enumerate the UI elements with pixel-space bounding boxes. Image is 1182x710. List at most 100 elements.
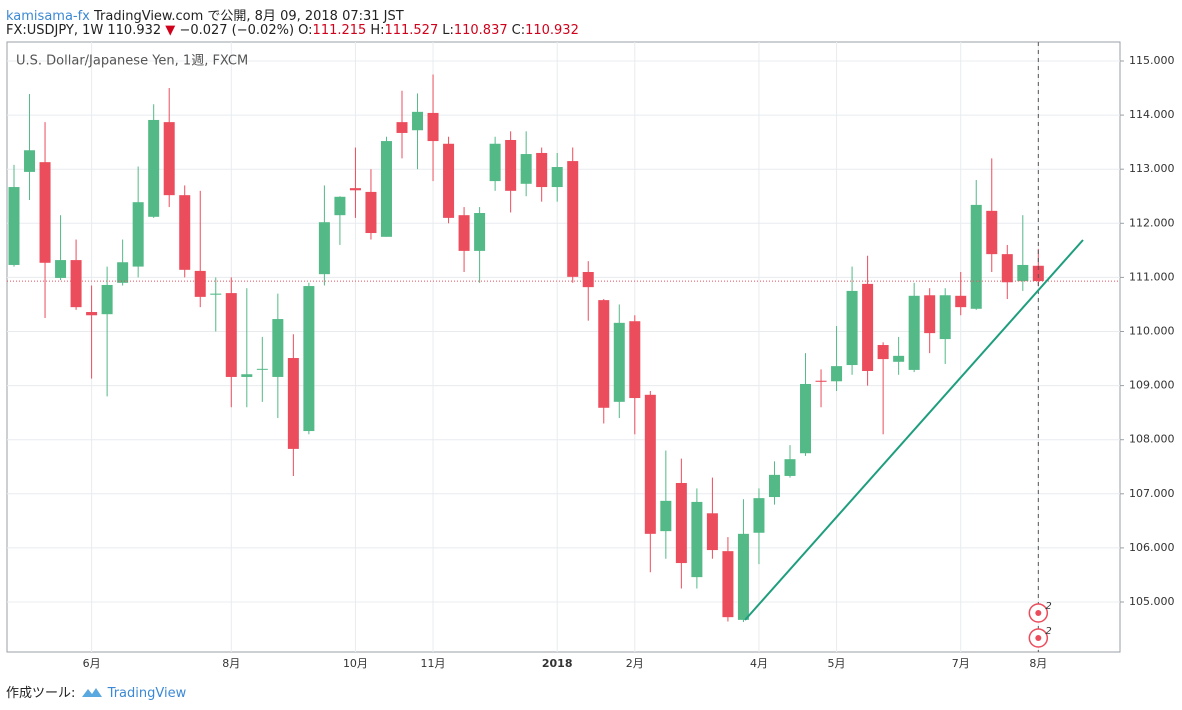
y-tick-label: 113.000 [1129,162,1175,175]
ohlc-value: 110.837 [453,23,508,38]
candle-body [877,345,889,360]
candle-body [443,143,455,218]
candle-body [846,290,858,366]
candle-body [753,498,765,533]
x-tick-label: 10月 [343,657,368,670]
trend-line[interactable] [744,239,1084,621]
event-dot [1035,610,1042,616]
y-tick-label: 106.000 [1129,541,1175,554]
ohlc-value: 110.932 [525,23,579,38]
candle-body [660,500,672,532]
candle-body [272,319,284,377]
candle-body [691,501,703,578]
candle-body [210,293,222,295]
plot-frame [6,41,1121,653]
x-tick-label: 8月 [1029,657,1047,670]
chart-title: U.S. Dollar/Japanese Yen, 1週, FXCM [16,54,248,69]
candle-body [536,152,548,188]
candle-body [582,271,594,288]
candle-body [598,300,610,408]
arrow: ▼ [165,23,176,38]
header-line: kamisama-fx TradingView.com で公開, 8月 09, … [6,5,404,24]
author[interactable]: kamisama-fx [6,9,90,24]
candle-body [70,260,82,308]
logo [81,688,102,697]
event-count: 2 [1045,601,1051,612]
candle-body [862,283,874,371]
candle-body [737,533,749,620]
brand[interactable]: TradingView [107,686,187,701]
candle-body [303,286,315,432]
x-tick-label: 6月 [83,657,101,670]
y-tick-label: 105.000 [1129,595,1175,608]
y-tick-label: 111.000 [1129,270,1175,283]
candle-body [163,122,175,196]
candle-body [893,355,905,362]
candle-body [101,284,113,315]
chart: 105.000 106.000 107.000 108.000 109.000 110.0… [6,41,1175,670]
footer-label: 作成ツール: [6,686,76,701]
candle-body [567,161,579,277]
ohlc-label: C: [511,23,526,38]
ohlc-label: L: [442,23,454,38]
candle-body [179,195,191,270]
candle-body [815,380,827,382]
y-tick-label: 115.000 [1129,54,1175,67]
candle-body [225,293,237,377]
ohlc-label: O: [298,23,313,38]
x-tick-label: 11月 [421,657,446,670]
footer: 作成ツール: TradingView [6,682,186,701]
candle-body [396,122,408,133]
candle-body [768,474,780,498]
candle-body [831,366,843,382]
candle-body [39,162,51,263]
candle-body [365,191,377,234]
candle-body [117,262,129,283]
x-tick-label: 8月 [222,657,240,670]
published: TradingView.com で公開, 8月 09, 2018 07:31 J… [94,9,404,24]
candle-body [489,143,501,182]
x-tick-label: 2018 [542,657,573,670]
candle-body [1001,254,1013,283]
y-tick-label: 114.000 [1129,108,1175,121]
candle-body [924,295,936,334]
x-tick-label: 4月 [750,657,768,670]
candle-body [1017,264,1029,282]
candle-body [955,295,967,308]
x-tick-label: 7月 [952,657,970,670]
candle-body [458,215,470,251]
candle-body [24,150,36,172]
x-tick-label: 5月 [828,657,846,670]
candle-body [675,482,687,564]
ohlc: O:111.215 H:111.527 L:110.837 C:110.932 [298,23,583,38]
candle-body [970,204,982,309]
y-tick-label: 108.000 [1129,433,1175,446]
candle-body [132,202,144,267]
candle-body [986,210,998,255]
candle-body [287,358,299,449]
header-line: FX:USDJPY, 1W 110.932 ▼ −0.027 (−0.02%) … [6,23,583,38]
candle-body [520,154,532,184]
candle-body [349,188,361,191]
candle-body [629,321,641,399]
candle-body [551,167,563,188]
candle-body [722,551,734,618]
candle-body [939,295,951,340]
event-count: 2 [1045,626,1051,637]
event-dot [1035,635,1042,641]
candle-body [86,312,98,316]
candle-body [55,260,67,278]
candle-body [800,383,812,454]
ohlc-value: 111.215 [312,23,367,38]
candle-body [8,187,20,265]
candle-body [784,459,796,476]
x-tick-label: 2月 [626,657,644,670]
y-tick-label: 110.000 [1129,324,1175,337]
candle-body [148,119,160,217]
candle-body [334,196,346,216]
candle-body [1032,265,1044,282]
candle-body [908,295,920,370]
candle-body [474,213,486,251]
candle-body [241,374,253,377]
